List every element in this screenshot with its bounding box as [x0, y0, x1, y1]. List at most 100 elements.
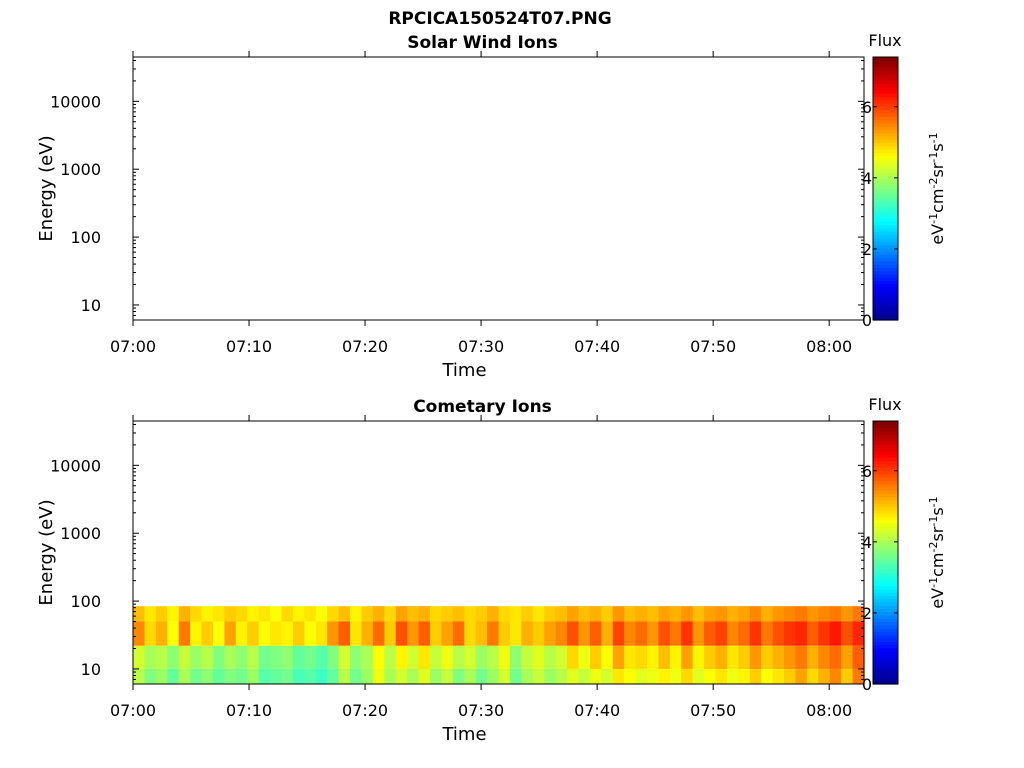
- ci-heatmap-cell: [212, 668, 225, 684]
- ci-heatmap-cell: [841, 668, 854, 684]
- ci-heatmap-cell: [395, 668, 408, 684]
- ci-heatmap-cell: [578, 645, 591, 669]
- ci-colorbar-segment: [873, 460, 898, 465]
- ci-heatmap-cell: [761, 645, 774, 669]
- ci-heatmap-cell: [247, 645, 260, 669]
- ci-heatmap-cell: [806, 606, 819, 622]
- ci-colorbar-tick-label: 6: [862, 462, 872, 481]
- ci-heatmap-cell: [818, 645, 831, 669]
- ci-heatmap-cell: [852, 606, 865, 622]
- ci-heatmap-cell: [601, 606, 614, 622]
- ci-colorbar-segment: [873, 444, 898, 448]
- ci-colorbar-segment: [873, 637, 898, 642]
- sw-colorbar-segment: [873, 112, 898, 117]
- ci-heatmap-cell: [441, 606, 454, 622]
- ci-heatmap-cell: [235, 668, 248, 684]
- ci-heatmap-cell: [612, 606, 625, 622]
- ci-x-tick-label: 07:20: [342, 701, 388, 720]
- ci-colorbar-segment: [873, 496, 898, 501]
- ci-heatmap-cell: [692, 606, 705, 622]
- ci-heatmap-cell: [361, 606, 374, 622]
- ci-heatmap-cell: [224, 668, 237, 684]
- sw-colorbar-segment: [873, 145, 898, 150]
- ci-heatmap-cell: [841, 606, 854, 622]
- ci-heatmap-cell: [544, 621, 557, 646]
- ci-heatmap-cell: [201, 645, 214, 669]
- ci-heatmap-cell: [212, 606, 225, 622]
- ci-colorbar-segment: [873, 447, 898, 452]
- ci-colorbar-segment: [873, 470, 898, 475]
- ci-heatmap-cell: [818, 621, 831, 646]
- ci-heatmap-cell: [509, 668, 522, 684]
- ci-heatmap-cell: [818, 668, 831, 684]
- ci-heatmap-cell: [738, 606, 751, 622]
- ci-colorbar-segment: [873, 598, 898, 603]
- ci-x-tick-label: 07:40: [574, 701, 620, 720]
- ci-colorbar-segment: [873, 421, 898, 425]
- ci-heatmap-cell: [418, 668, 431, 684]
- ci-heatmap-cell: [361, 645, 374, 669]
- ci-colorbar-segment: [873, 529, 898, 534]
- ci-heatmap-cell: [407, 606, 420, 622]
- ci-heatmap-cell: [692, 668, 705, 684]
- ci-heatmap-cell: [498, 645, 511, 669]
- ci-heatmap-cell: [567, 645, 580, 669]
- ci-heatmap-cell: [235, 621, 248, 646]
- sw-colorbar-segment: [873, 290, 898, 295]
- sw-colorbar-segment: [873, 264, 898, 268]
- ci-heatmap-cell: [487, 606, 500, 622]
- ci-colorbar-segment: [873, 677, 898, 682]
- ci-colorbar-segment: [873, 493, 898, 498]
- ci-colorbar-segment: [873, 591, 898, 596]
- sw-panel-title: Solar Wind Ions: [407, 33, 558, 53]
- ci-heatmap-cell: [806, 668, 819, 684]
- ci-heatmap-cell: [658, 621, 671, 646]
- ci-colorbar-segment: [873, 555, 898, 560]
- ci-heatmap-cell: [806, 621, 819, 646]
- ci-heatmap-cell: [509, 606, 522, 622]
- ci-heatmap-cell: [784, 621, 797, 646]
- sw-colorbar-segment: [873, 119, 898, 124]
- ci-heatmap-cell: [841, 621, 854, 646]
- ci-heatmap-cell: [395, 621, 408, 646]
- sw-colorbar-segment: [873, 224, 898, 229]
- sw-colorbar-segment: [873, 303, 898, 308]
- sw-colorbar-tick-label: 6: [862, 98, 872, 117]
- ci-heatmap-cell: [601, 645, 614, 669]
- ci-heatmap-cell: [681, 606, 694, 622]
- ci-heatmap-cell: [749, 606, 762, 622]
- ci-heatmap-cell: [692, 621, 705, 646]
- sw-colorbar-segment: [873, 158, 898, 163]
- ci-heatmap-cell: [692, 645, 705, 669]
- ci-heatmap-cell: [304, 668, 317, 684]
- ci-heatmap-cell: [669, 621, 682, 646]
- ci-colorbar-segment: [873, 509, 898, 514]
- ci-heatmap-cell: [521, 621, 534, 646]
- sw-colorbar-segment: [873, 172, 898, 176]
- ci-heatmap-cell: [133, 606, 146, 622]
- ci-heatmap-cell: [281, 606, 294, 622]
- sw-x-tick-label: 07:00: [110, 337, 156, 356]
- ci-heatmap-cell: [669, 645, 682, 669]
- ci-heatmap-cell: [292, 606, 305, 622]
- ci-colorbar-segment: [873, 565, 898, 570]
- ci-heatmap-cell: [612, 645, 625, 669]
- sw-colorbar-segment: [873, 283, 898, 288]
- ci-heatmap-cell: [258, 621, 271, 646]
- ci-colorbar-segment: [873, 513, 898, 517]
- ci-heatmap-cell: [384, 606, 397, 622]
- ci-heatmap-cell: [784, 668, 797, 684]
- sw-colorbar-segment: [873, 139, 898, 144]
- ci-heatmap-cell: [475, 668, 488, 684]
- ci-heatmap-cell: [270, 668, 283, 684]
- ci-colorbar-segment: [873, 605, 898, 609]
- ci-colorbar-segment: [873, 674, 898, 679]
- ci-heatmap-cell: [338, 668, 351, 684]
- sw-colorbar-segment: [873, 214, 898, 219]
- ci-heatmap-cell: [327, 645, 340, 669]
- sw-y-tick-label: 1000: [60, 160, 101, 179]
- ci-x-tick-label: 07:50: [690, 701, 736, 720]
- ci-heatmap-cell: [178, 606, 191, 622]
- ci-heatmap-cell: [178, 621, 191, 646]
- ci-heatmap-cell: [315, 668, 328, 684]
